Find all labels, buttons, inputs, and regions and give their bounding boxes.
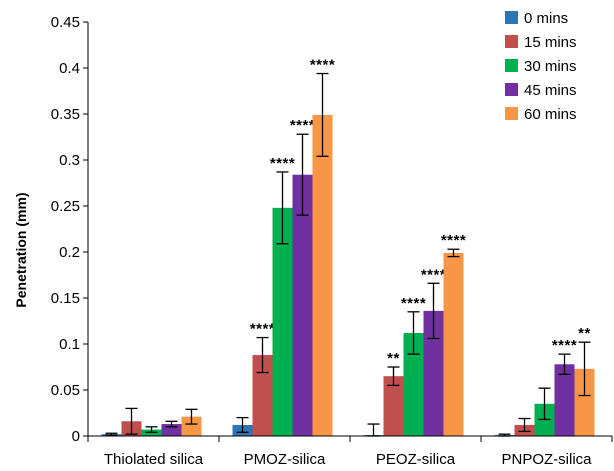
y-tick-label: 0.45 [51,14,80,31]
bar [312,114,333,437]
significance-label: **** [401,295,426,312]
legend-swatch [505,35,518,48]
legend-label: 0 mins [524,10,568,27]
y-tick-label: 0.3 [59,152,80,169]
legend-label: 45 mins [524,82,577,99]
x-category-label: PEOZ-silica [376,451,456,468]
y-axis-label: Penetration (mm) [13,192,29,307]
bar-groups: ************************************ [101,57,595,437]
x-category-label: PMOZ-silica [244,451,326,468]
significance-label: **** [441,232,466,249]
y-tick-label: 0.1 [59,336,80,353]
bar [161,424,182,436]
y-tick-label: 0 [72,428,80,445]
bar [272,207,293,436]
bar [292,174,313,436]
legend-label: 30 mins [524,58,577,75]
significance-label: **** [250,321,275,338]
legend-swatch [505,107,518,120]
legend-swatch [505,83,518,96]
bar [383,376,404,436]
significance-label: ** [387,350,400,367]
significance-label: **** [552,337,577,354]
significance-label: **** [310,57,335,74]
legend-label: 60 mins [524,106,577,123]
legend-swatch [505,11,518,24]
bar [181,416,202,436]
significance-label: **** [421,266,446,283]
bar [443,252,464,436]
bar [252,355,273,436]
y-tick-label: 0.4 [59,60,80,77]
legend: 0 mins 15 mins 30 mins 45 mins 60 mins [505,10,577,123]
y-tick-label: 0.05 [51,382,80,399]
bar [554,364,575,436]
x-category-label: Thiolated silica [104,451,204,468]
significance-label: **** [290,117,315,134]
y-tick-label: 0.15 [51,290,80,307]
significance-label: ** [578,325,591,342]
y-tick-label: 0.2 [59,244,80,261]
x-axis: Thiolated silica PMOZ-silica PEOZ-silica PN… [87,435,613,468]
y-tick-label: 0.35 [51,106,80,123]
y-tick-label: 0.25 [51,198,80,215]
bar [423,310,444,436]
bar [574,368,595,436]
bar [403,332,424,436]
significance-label: **** [270,155,295,172]
legend-label: 15 mins [524,34,577,51]
y-axis: 0 0.05 0.1 0.15 0.2 0.25 0.3 0.35 0.4 0.45 [51,14,89,445]
x-category-label: PNPOZ-silica [501,451,592,468]
legend-swatch [505,59,518,72]
